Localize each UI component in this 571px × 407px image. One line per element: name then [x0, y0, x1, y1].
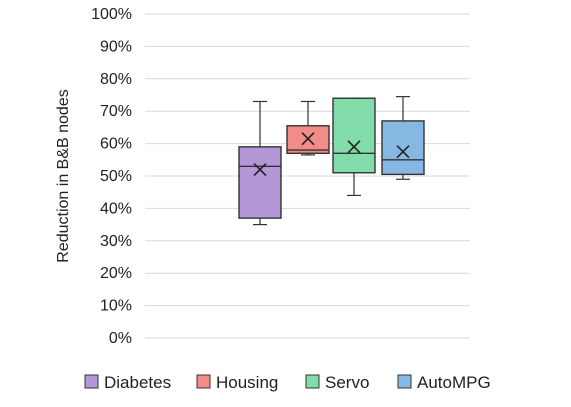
box-diabetes — [238, 100, 282, 226]
legend-swatch — [305, 374, 320, 389]
legend-label: Diabetes — [104, 373, 171, 392]
y-tick-label: 100% — [91, 6, 132, 23]
gridlines — [145, 13, 470, 339]
iqr-box — [381, 120, 425, 176]
y-axis-tick-labels: 0% 10% 20% 30% 40% 50% 60% 70% 80% 90% 100% — [91, 6, 132, 347]
legend-label: Servo — [325, 373, 369, 392]
legend-swatch — [196, 374, 211, 389]
legend-label: Housing — [216, 373, 278, 392]
mean-stroke — [347, 140, 361, 154]
y-tick-label: 90% — [100, 38, 132, 55]
legend-item-diabetes: Diabetes — [84, 373, 171, 392]
y-tick-label: 50% — [100, 168, 132, 185]
mean-marker — [347, 140, 361, 154]
box-housing — [286, 100, 330, 156]
legend-label: AutoMPG — [417, 373, 491, 392]
legend-swatch — [84, 374, 99, 389]
y-tick-label: 10% — [100, 298, 132, 315]
legend-swatch — [397, 374, 412, 389]
box-series — [238, 96, 425, 226]
y-tick-label: 60% — [100, 136, 132, 153]
y-tick-label: 30% — [100, 233, 132, 250]
iqr-box — [238, 146, 282, 219]
box-autompg — [381, 96, 425, 180]
mean-marker — [301, 132, 315, 146]
mean-marker — [396, 145, 410, 159]
legend-item-servo: Servo — [305, 373, 369, 392]
legend: Diabetes Housing Servo AutoMPG — [84, 373, 491, 392]
iqr-box — [332, 97, 376, 174]
y-tick-label: 0% — [109, 330, 132, 347]
y-axis-label: Reduction in B&B nodes — [55, 89, 72, 262]
legend-item-autompg: AutoMPG — [397, 373, 491, 392]
mean-stroke — [253, 162, 267, 177]
mean-stroke — [301, 132, 315, 146]
box-servo — [332, 97, 376, 197]
mean-stroke — [396, 145, 410, 159]
y-tick-label: 70% — [100, 103, 132, 120]
mean-marker — [253, 162, 267, 177]
y-tick-label: 40% — [100, 200, 132, 217]
y-tick-label: 20% — [100, 265, 132, 282]
legend-item-housing: Housing — [196, 373, 278, 392]
y-tick-label: 80% — [100, 71, 132, 88]
